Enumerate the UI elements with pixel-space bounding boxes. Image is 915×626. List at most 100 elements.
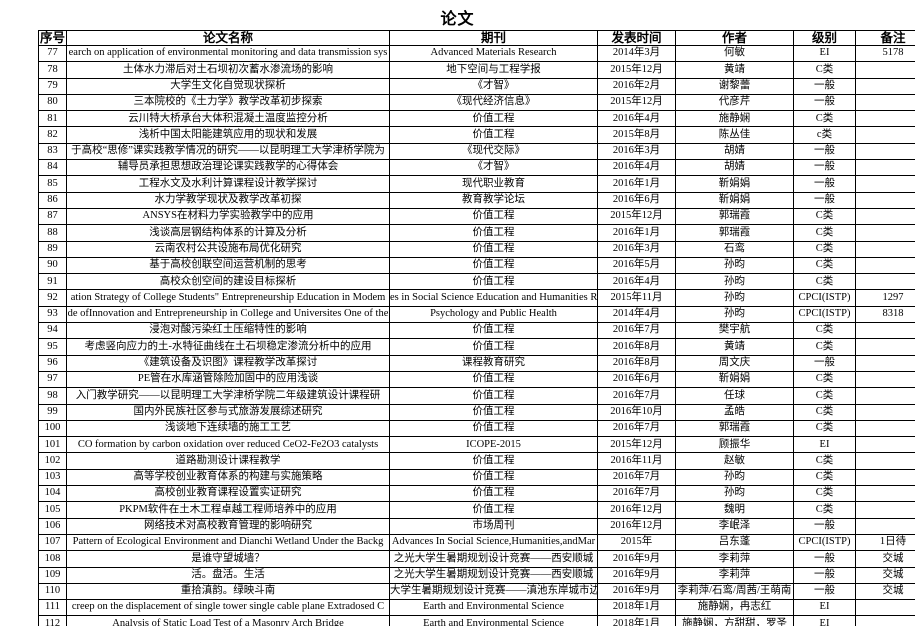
cell-author: 李莉萍 bbox=[675, 550, 794, 568]
cell-remark: 8318 bbox=[855, 305, 915, 324]
cell-seq: 94 bbox=[38, 322, 67, 340]
table-row: 78 土体水力滞后对土石坝初次蓄水渗流场的影响 地下空间与工程学报 2015年12月黄… bbox=[38, 61, 915, 79]
cell-paper-title: PE管在水库涵管除险加固中的应用浅谈 bbox=[66, 370, 390, 389]
cell-remark bbox=[855, 615, 915, 626]
table-row: 94 浸泡对酸污染红土压缩特性的影响 价值工程 2016年7月 樊宇航 C类 bbox=[38, 322, 915, 340]
cell-date: 2016年4月 bbox=[597, 110, 676, 128]
cell-paper-title: 活。盘活。生活 bbox=[66, 566, 390, 584]
cell-level: CPCI(ISTP) bbox=[793, 289, 856, 307]
cell-paper-title: earch on application of environmental mo… bbox=[66, 44, 390, 63]
cell-seq: 103 bbox=[38, 468, 67, 487]
cell-journal: 《现代交际》 bbox=[389, 142, 598, 161]
cell-date: 2018年1月 bbox=[597, 615, 676, 626]
cell-author: 任球 bbox=[675, 387, 794, 405]
cell-journal: 现代职业教育 bbox=[389, 175, 598, 193]
cell-remark bbox=[855, 354, 915, 372]
cell-journal: 价值工程 bbox=[389, 224, 598, 242]
table-row: 77 earch on application of environmental … bbox=[38, 44, 915, 63]
cell-remark bbox=[855, 207, 915, 226]
cell-seq: 85 bbox=[38, 175, 67, 193]
cell-journal: 价值工程 bbox=[389, 240, 598, 258]
cell-seq: 82 bbox=[38, 126, 67, 144]
table-row: 96 《建筑设备及识图》课程教学改革探讨 课程教育研究 2016年8月 周文庆 一般 bbox=[38, 354, 915, 372]
cell-seq: 109 bbox=[38, 566, 67, 584]
column-header: 作者 bbox=[675, 30, 794, 46]
cell-paper-title: 大学生文化自觉现状探析 bbox=[66, 77, 390, 95]
cell-date: 2016年7月 bbox=[597, 387, 676, 405]
cell-seq: 92 bbox=[38, 289, 67, 307]
papers-table-body: 77 earch on application of environmental … bbox=[38, 44, 915, 626]
cell-paper-title: 考虑竖向应力的土-水特征曲线在土石坝稳定渗流分析中的应用 bbox=[66, 338, 390, 356]
cell-paper-title: Analysis of Static Load Test of a Masonr… bbox=[66, 615, 390, 626]
cell-level: C类 bbox=[793, 61, 856, 79]
cell-paper-title: 基于高校创联空间运营机制的思考 bbox=[66, 256, 390, 275]
cell-paper-title: 入门教学研究——以昆明理工大学津桥学院二年级建筑设计课程研 bbox=[66, 387, 390, 405]
cell-author: 魏明 bbox=[675, 501, 794, 519]
cell-paper-title: 云川特大桥承台大体积混凝土温度监控分析 bbox=[66, 110, 390, 128]
cell-paper-title: ANSYS在材料力学实验教学中的应用 bbox=[66, 207, 390, 226]
cell-paper-title: 三本院校的《土力学》教学改革初步探索 bbox=[66, 93, 390, 112]
cell-paper-title: Pattern of Ecological Environment and Di… bbox=[66, 533, 390, 552]
table-row: 105 PKPM软件在土木工程卓越工程师培养中的应用 价值工程 2016年12月 魏明 C… bbox=[38, 501, 915, 519]
cell-author: 胡婧 bbox=[675, 142, 794, 161]
cell-level: CPCI(ISTP) bbox=[793, 533, 856, 552]
cell-journal: Earth and Environmental Science bbox=[389, 615, 598, 626]
cell-author: 黄靖 bbox=[675, 61, 794, 79]
cell-level: 一般 bbox=[793, 142, 856, 161]
cell-remark: 交城 bbox=[855, 566, 915, 584]
cell-level: C类 bbox=[793, 387, 856, 405]
cell-journal: 价值工程 bbox=[389, 110, 598, 128]
cell-date: 2016年1月 bbox=[597, 224, 676, 242]
cell-remark bbox=[855, 517, 915, 535]
table-row: 109 活。盘活。生活 之光大学生暑期规划设计竞赛——西安顺城 2016年9月 李莉萍一… bbox=[38, 566, 915, 584]
papers-table: 序号 论文名称 期刊 发表时间 作者 级别 备注 77 earch on applicatio… bbox=[38, 30, 915, 626]
cell-author: 代彦芹 bbox=[675, 93, 794, 112]
table-row: 88 浅谈高层钢结构体系的计算及分析 价值工程 2016年1月 郭瑞霞 C类 bbox=[38, 224, 915, 242]
cell-date: 2016年1月 bbox=[597, 175, 676, 193]
cell-level: C类 bbox=[793, 322, 856, 340]
cell-author: 陈丛佳 bbox=[675, 126, 794, 144]
cell-level: 一般 bbox=[793, 77, 856, 95]
cell-level: C类 bbox=[793, 419, 856, 438]
cell-date: 2015年12月 bbox=[597, 207, 676, 226]
cell-seq: 97 bbox=[38, 370, 67, 389]
cell-seq: 98 bbox=[38, 387, 67, 405]
cell-author: 孙昀 bbox=[675, 468, 794, 487]
cell-level: C类 bbox=[793, 207, 856, 226]
cell-level: 一般 bbox=[793, 191, 856, 209]
cell-journal: 价值工程 bbox=[389, 370, 598, 389]
cell-paper-title: 重拾滇韵。绿映斗南 bbox=[66, 582, 390, 601]
table-row: 108 是谁守望城墙？ 之光大学生暑期规划设计竞赛——西安顺城 2016年9月 李莉萍一… bbox=[38, 550, 915, 568]
cell-seq: 77 bbox=[38, 44, 67, 63]
cell-author: 施静娴，冉志红 bbox=[675, 599, 794, 617]
cell-date: 2016年4月 bbox=[597, 273, 676, 291]
cell-journal: 价值工程 bbox=[389, 338, 598, 356]
table-row: 97 PE管在水库涵管除险加固中的应用浅谈 价值工程 2016年6月 靳娟娟 C类 bbox=[38, 370, 915, 389]
cell-date: 2015年8月 bbox=[597, 126, 676, 144]
cell-seq: 90 bbox=[38, 256, 67, 275]
cell-journal: 《现代经济信息》 bbox=[389, 93, 598, 112]
table-row: 86 水力学教学现状及教学改革初探 教育教学论坛 2016年6月 靳娟娟 一般 bbox=[38, 191, 915, 209]
cell-paper-title: 高等学校创业教育体系的构建与实施策略 bbox=[66, 468, 390, 487]
cell-level: C类 bbox=[793, 338, 856, 356]
table-row: 106 网络技术对高校教育管理的影响研究 市场周刊 2016年12月 李岷泽 一般 bbox=[38, 517, 915, 535]
page-title: 论文 bbox=[440, 11, 475, 28]
cell-remark bbox=[855, 93, 915, 112]
table-row: 83 于高校“思修”课实践教学情况的研究——以昆明理工大学津桥学院为 《现代交际》 2… bbox=[38, 142, 915, 161]
cell-paper-title: 网络技术对高校教育管理的影响研究 bbox=[66, 517, 390, 535]
table-row: 104 高校创业教育课程设置实证研究 价值工程 2016年7月 孙昀 C类 bbox=[38, 485, 915, 503]
cell-author: 施静娴，方甜甜，罗圣 bbox=[675, 615, 794, 626]
cell-paper-title: 浅谈地下连续墙的施工工艺 bbox=[66, 419, 390, 438]
cell-journal: ICOPE-2015 bbox=[389, 436, 598, 454]
cell-journal: 价值工程 bbox=[389, 256, 598, 275]
cell-journal: Psychology and Public Health bbox=[389, 305, 598, 324]
cell-level: 一般 bbox=[793, 175, 856, 193]
table-row: 80 三本院校的《土力学》教学改革初步探索 《现代经济信息》 2015年12月 代彦芹一… bbox=[38, 93, 915, 112]
table-row: 103 高等学校创业教育体系的构建与实施策略 价值工程 2016年7月 孙昀 C类 bbox=[38, 468, 915, 487]
cell-seq: 96 bbox=[38, 354, 67, 372]
cell-date: 2016年9月 bbox=[597, 566, 676, 584]
cell-date: 2016年12月 bbox=[597, 517, 676, 535]
cell-level: C类 bbox=[793, 224, 856, 242]
cell-journal: 价值工程 bbox=[389, 387, 598, 405]
